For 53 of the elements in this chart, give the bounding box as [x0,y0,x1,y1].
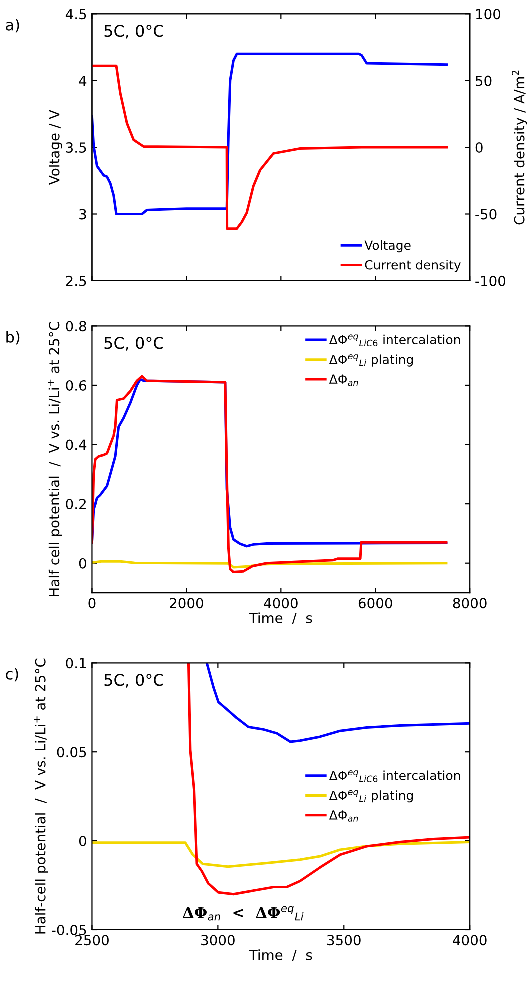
y-tick-label: 0.05 [57,747,86,758]
legend-label: ΔΦ$^{eq}$$_{LiC6}$ intercalation [329,334,460,347]
y-tick-label: 0 [79,558,86,569]
legend-label: ΔΦ$^{eq}$$_{LiC6}$ intercalation [329,770,460,782]
y2-axis-title: Current density / A/m$^{2}$ [512,70,527,225]
y-tick-label: -0.05 [52,924,86,936]
x-tick-label: 3500 [328,935,361,946]
y-axis-title: Half cell potential / V vs. Li/Li$^{+}$ at 25°C [48,322,62,596]
y2-tick-label: 0 [476,142,483,154]
y-tick-label: 0.1 [66,658,86,669]
y-tick-label: 0 [79,836,86,847]
legend-label: ΔΦ$_{an}$ [329,374,358,386]
x-tick-label: 0 [88,598,96,609]
x-tick-label: 4000 [453,935,487,946]
legend-label: Voltage [364,240,411,253]
annotation: 5C, 0°C [104,337,164,351]
y-tick-label: 4.5 [66,9,86,20]
y-tick-label: 4 [79,76,87,86]
y2-tick-label: -50 [476,209,497,220]
text: c) [6,668,18,682]
annotation: 5C, 0°C [104,674,164,688]
y-tick-label: 0.8 [66,321,86,332]
x-tick-label: 2000 [170,598,204,609]
y-tick-label: 2.5 [66,276,86,286]
x-tick-label: 8000 [453,598,487,609]
x-axis-title: Time / s [249,950,312,962]
y-axis-title: Voltage / V [49,110,62,185]
line-series [206,663,470,744]
y-tick-label: 3 [80,209,86,220]
x-tick-label: 6000 [358,598,392,609]
y2-tick-label: 50 [476,76,492,86]
y-tick-label: 0.4 [66,440,87,450]
x-tick-label: 2500 [76,935,109,946]
y-axis-title: Half-cell potential / V vs. Li/Li$^{+}$ at 25°C [34,658,49,934]
x-tick-label: 4000 [264,598,298,609]
legend-label: ΔΦ$_{an}$ [329,810,358,822]
legend-label: ΔΦ$^{eq}$$_{Li}$ plating [329,354,414,367]
y2-tick-label: -100 [476,276,506,286]
annotation: 5C, 0°C [104,25,164,39]
text: b) [6,331,20,345]
y-tick-label: 0.6 [66,380,86,391]
x-tick-label: 3000 [202,935,235,946]
legend-label: ΔΦ$^{eq}$$_{Li}$ plating [329,790,414,803]
y2-tick-label: 100 [476,9,501,20]
text: a) [6,19,20,33]
y-tick-label: 0.2 [66,499,86,510]
y-tick-label: 3.5 [66,142,86,154]
legend-label: Current density [365,260,461,272]
x-axis-title: Time / s [249,612,312,625]
line-series [92,841,470,868]
text: ΔΦ$_{an}$ < ΔΦ$^{eq}$$_{Li}$ [182,906,304,921]
line-series [92,64,448,230]
line-series [187,663,470,896]
